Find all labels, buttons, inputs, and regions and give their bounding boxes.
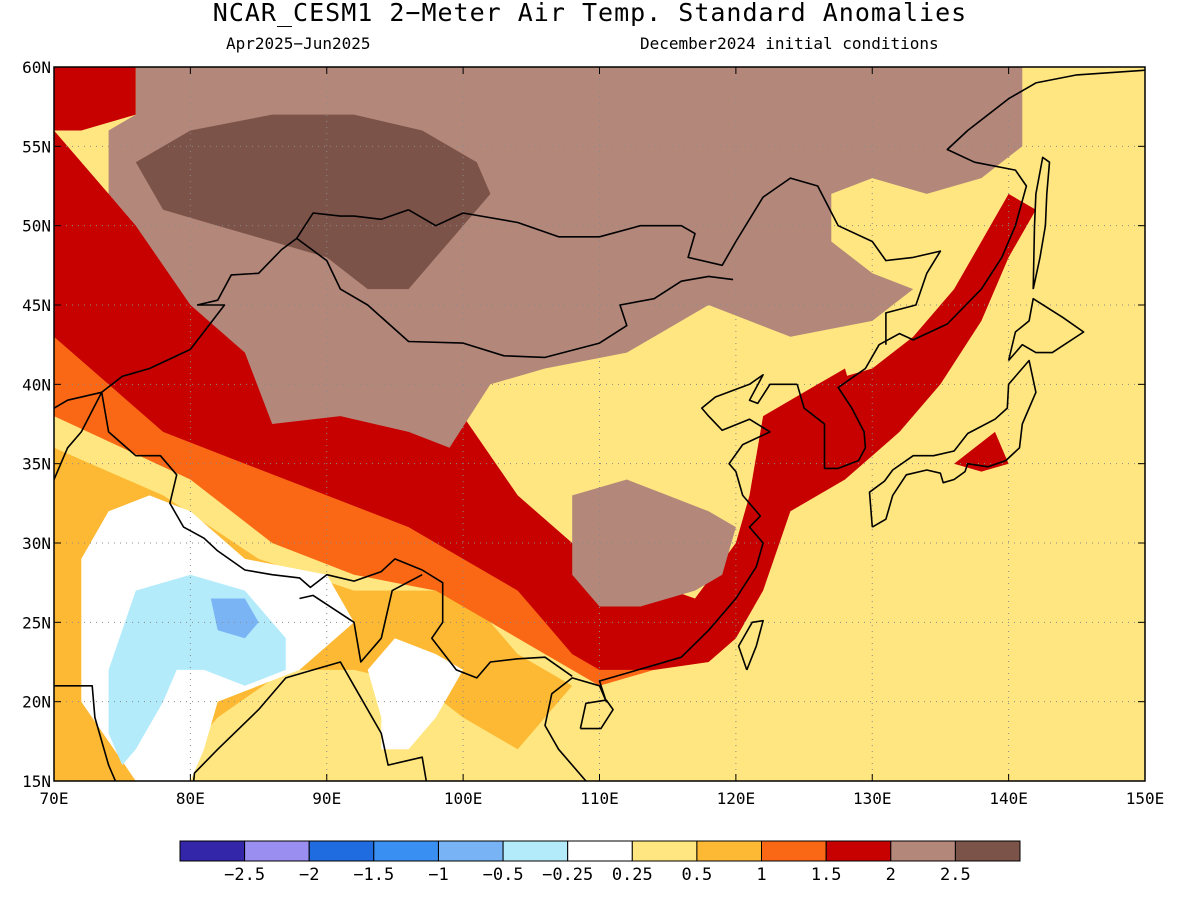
coastline-border bbox=[737, 619, 764, 671]
colorbar-tick-label: −0.5 bbox=[483, 865, 524, 885]
lon-tick-label: 80E bbox=[176, 789, 205, 808]
colorbar-swatch bbox=[825, 840, 892, 862]
colorbar-swatch bbox=[438, 840, 504, 862]
coastline-border bbox=[100, 392, 573, 679]
coastline-border bbox=[197, 209, 409, 306]
coastline-border bbox=[192, 661, 428, 781]
lat-tick-label: 25N bbox=[22, 613, 51, 632]
lon-tick-label: 130E bbox=[853, 789, 892, 808]
coastline-border bbox=[1032, 156, 1051, 290]
anomaly-region-2 bbox=[367, 638, 464, 750]
colorbar-swatch bbox=[179, 840, 246, 862]
lat-tick-label: 55N bbox=[22, 137, 51, 156]
anomaly-region-7 bbox=[54, 67, 136, 131]
anomaly-region-12 bbox=[135, 114, 491, 290]
anomaly-region-4 bbox=[210, 598, 259, 639]
colorbar-tick-label: 1 bbox=[756, 865, 766, 885]
map-title: NCAR_CESM1 2−Meter Air Temp. Standard An… bbox=[212, 0, 968, 27]
lat-tick-label: 20N bbox=[22, 693, 51, 712]
colorbar-swatch bbox=[954, 840, 1021, 862]
colorbar-swatch bbox=[244, 840, 310, 862]
lon-tick-label: 150E bbox=[1126, 789, 1165, 808]
colorbar-tick-label: −2 bbox=[299, 865, 319, 885]
coastline-border bbox=[54, 684, 117, 781]
coastline-border bbox=[579, 699, 614, 730]
anomaly-region-9 bbox=[954, 431, 1009, 472]
coastline-border bbox=[408, 177, 942, 345]
colorbar-tick-label: 2 bbox=[886, 865, 896, 885]
lon-tick-label: 140E bbox=[989, 789, 1028, 808]
lon-tick-label: 100E bbox=[444, 789, 483, 808]
coastline-border bbox=[296, 237, 734, 359]
lat-tick-label: 30N bbox=[22, 534, 51, 553]
colorbar-tick-label: −1.5 bbox=[353, 865, 394, 885]
colorbar-tick-label: 1.5 bbox=[811, 865, 842, 885]
colorbar-tick-label: −0.25 bbox=[542, 865, 593, 885]
lon-tick-label: 90E bbox=[312, 789, 341, 808]
colorbar-tick-label: 0.5 bbox=[682, 865, 713, 885]
colorbar-swatch bbox=[696, 840, 763, 862]
lat-tick-label: 15N bbox=[22, 772, 51, 791]
colorbar-swatch bbox=[373, 840, 439, 862]
initial-conditions: December2024 initial conditions bbox=[640, 34, 939, 53]
lon-tick-label: 70E bbox=[40, 789, 69, 808]
lat-tick-label: 35N bbox=[22, 455, 51, 474]
coastline-border bbox=[54, 304, 226, 410]
colorbar-swatch bbox=[308, 840, 375, 862]
coastline-border bbox=[1007, 297, 1085, 362]
lon-tick-label: 110E bbox=[580, 789, 619, 808]
colorbar-tick-label: 2.5 bbox=[940, 865, 971, 885]
anomaly-region-8 bbox=[817, 368, 859, 464]
colorbar-tick-label: −1 bbox=[428, 865, 448, 885]
colorbar-swatch bbox=[890, 840, 956, 862]
lat-tick-label: 60N bbox=[22, 58, 51, 77]
lat-tick-label: 40N bbox=[22, 375, 51, 394]
coastline-border bbox=[868, 359, 1037, 528]
coastline-border bbox=[299, 573, 423, 663]
colorbar-swatch bbox=[567, 840, 633, 862]
coastline-border bbox=[544, 373, 798, 781]
forecast-period: Apr2025−Jun2025 bbox=[226, 34, 371, 53]
coastline-border bbox=[796, 69, 1145, 470]
lon-tick-label: 120E bbox=[717, 789, 756, 808]
colorbar-swatch bbox=[631, 840, 698, 862]
colorbar-swatch bbox=[502, 840, 569, 862]
colorbar-tick-label: −2.5 bbox=[224, 865, 265, 885]
lat-tick-label: 45N bbox=[22, 296, 51, 315]
colorbar-swatch bbox=[761, 840, 827, 862]
colorbar-tick-label: 0.25 bbox=[612, 865, 653, 885]
lat-tick-label: 50N bbox=[22, 217, 51, 236]
